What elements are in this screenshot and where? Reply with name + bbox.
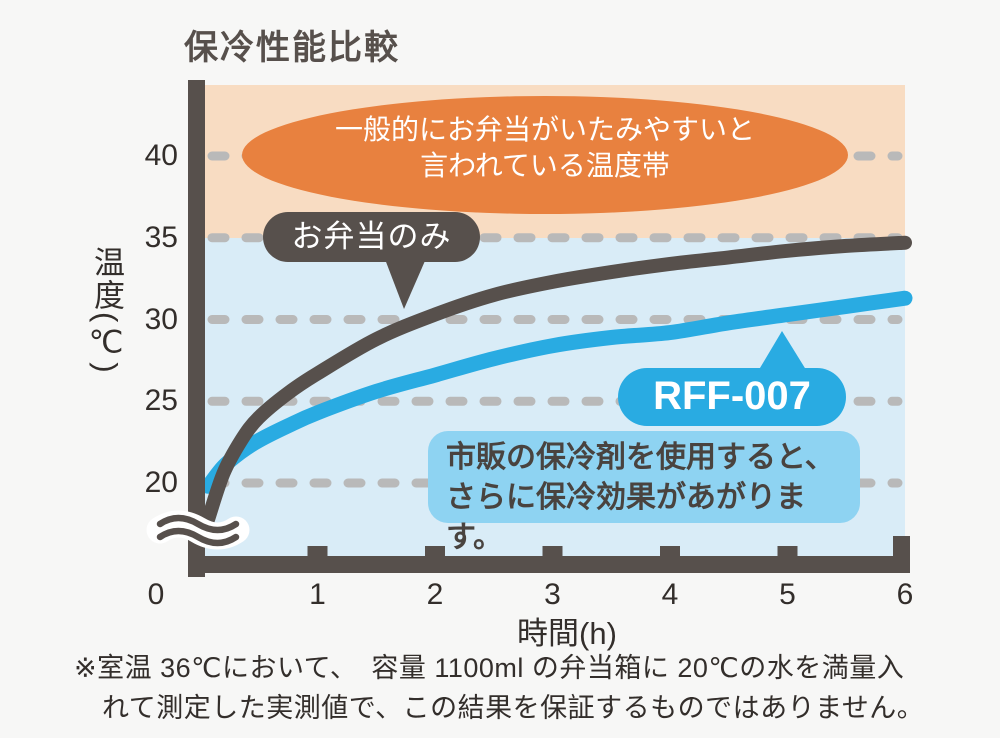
- danger-zone-label-line2: 言われている温度帯: [420, 150, 670, 181]
- ice-pack-info-line1: 市販の保冷剤を使用すると、: [446, 441, 835, 474]
- x-axis-title: 時間(h): [517, 616, 617, 651]
- y-axis-bar: [188, 80, 205, 577]
- x-tick-label-0: 0: [147, 578, 165, 611]
- x-tick-mark-4: [660, 546, 680, 558]
- y-axis-break: [146, 510, 250, 550]
- x-tick-mark-3: [542, 546, 563, 558]
- danger-zone-ellipse: [242, 96, 848, 214]
- axes: [188, 80, 910, 577]
- y-tick-label-20: 20: [144, 466, 178, 499]
- y-tick-label-30: 30: [144, 302, 178, 336]
- curve-RFF-007: [200, 290, 913, 494]
- danger-zone-label-line1: 一般的にお弁当がいたみやすいと: [334, 114, 755, 145]
- x-tick-label-4: 4: [661, 578, 679, 611]
- data-curves: [200, 235, 913, 526]
- y-tick-label-25: 25: [144, 384, 178, 418]
- x-tick-mark-1: [307, 546, 328, 558]
- chart-title: 保冷性能比較: [184, 29, 400, 67]
- x-axis-bar: [188, 556, 910, 573]
- x-tick-label-2: 2: [426, 578, 444, 611]
- x-tick-label-6: 6: [896, 578, 914, 611]
- bento-callout-tail: [383, 254, 428, 309]
- ice-pack-info-line2: さらに保冷効果があがります。: [446, 481, 806, 554]
- y-tick-label-40: 40: [144, 139, 178, 172]
- y-axis-title: 温度(℃): [89, 246, 124, 375]
- x-tick-mark-5: [777, 546, 798, 558]
- y-tick-label-35: 35: [144, 220, 178, 254]
- product-callout-tail: [757, 331, 808, 373]
- footnote-line1: ※室温 36℃において、 容量 1100ml の弁当箱に 20℃の水を満量入: [74, 653, 905, 683]
- product-callout-rff007: RFF-007: [618, 368, 846, 426]
- x-axis-tick-marks: [307, 546, 798, 558]
- x-tick-label-3: 3: [544, 578, 561, 611]
- bento-only-callout: お弁当のみ: [263, 212, 480, 262]
- curve-お弁当のみ: [201, 235, 912, 526]
- x-axis-end-tick: [893, 536, 910, 558]
- x-tick-mark-2: [425, 546, 445, 558]
- footnote-line2: れて測定した実測値で、この結果を保証するものではありません。: [102, 693, 925, 723]
- ice-pack-info-box: 市販の保冷剤を使用すると、 さらに保冷効果があがります。: [428, 431, 860, 554]
- x-tick-label-1: 1: [309, 578, 326, 611]
- danger-zone-label: 一般的にお弁当がいたみやすいと 言われている温度帯: [245, 112, 845, 184]
- x-tick-label-5: 5: [779, 578, 796, 611]
